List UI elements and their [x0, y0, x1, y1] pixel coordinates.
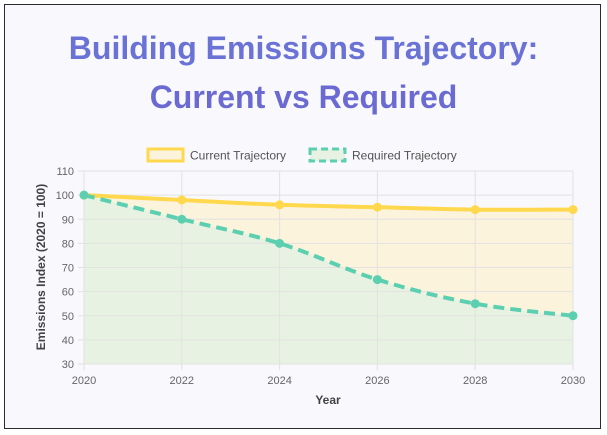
y-tick-label: 70 — [62, 263, 74, 275]
required-trajectory-area — [84, 195, 573, 364]
current-trajectory-point[interactable] — [470, 205, 480, 215]
chart-title-line-1: Building Emissions Trajectory: — [68, 30, 539, 66]
y-axis-title: Emissions Index (2020 = 100) — [34, 184, 48, 350]
current-trajectory-line — [82, 193, 575, 212]
y-tick-label: 80 — [62, 238, 74, 250]
y-tick-label: 30 — [62, 359, 74, 371]
x-axis-ticks: 2020 2022 2024 2026 2028 2030 — [72, 375, 585, 387]
x-tick-label: 2020 — [72, 375, 96, 387]
y-tick-label: 100 — [56, 190, 74, 202]
current-trajectory-point[interactable] — [275, 200, 285, 210]
x-tick-label: 2026 — [365, 375, 389, 387]
x-tick-label: 2028 — [463, 375, 487, 387]
legend-label-required: Required Trajectory — [352, 149, 457, 163]
y-tick-label: 90 — [62, 214, 74, 226]
x-tick-label: 2024 — [267, 375, 291, 387]
y-tick-label: 60 — [62, 287, 74, 299]
required-trajectory-point[interactable] — [275, 238, 285, 248]
legend-swatch-required — [308, 147, 347, 163]
legend-item-current-trajectory[interactable]: Current Trajectory — [146, 147, 286, 163]
y-tick-label: 50 — [62, 311, 74, 323]
current-trajectory-point[interactable] — [372, 202, 382, 212]
x-tick-label: 2022 — [170, 375, 194, 387]
current-trajectory-point[interactable] — [177, 195, 187, 205]
plot-data-points — [79, 190, 578, 321]
current-trajectory-point[interactable] — [568, 205, 578, 215]
legend-swatch-current — [146, 147, 185, 163]
required-trajectory-point[interactable] — [470, 299, 480, 309]
required-trajectory-point[interactable] — [372, 275, 382, 285]
plot-fill-areas — [84, 195, 573, 364]
required-trajectory-point[interactable] — [177, 214, 187, 224]
x-tick-label: 2030 — [561, 375, 585, 387]
x-axis-title: Year — [315, 393, 341, 407]
chart-title-line-2: Current vs Required — [149, 79, 458, 115]
y-tick-label: 40 — [62, 335, 74, 347]
chart-legend[interactable]: Current Trajectory Required Trajectory — [146, 147, 457, 163]
y-axis-ticks: 30 40 50 60 70 80 90 100 110 — [56, 166, 74, 371]
required-trajectory-point[interactable] — [79, 190, 89, 200]
legend-label-current: Current Trajectory — [190, 149, 286, 163]
legend-item-required-trajectory[interactable]: Required Trajectory — [308, 147, 457, 163]
required-trajectory-point[interactable] — [568, 311, 578, 321]
y-tick-label: 110 — [56, 166, 74, 178]
